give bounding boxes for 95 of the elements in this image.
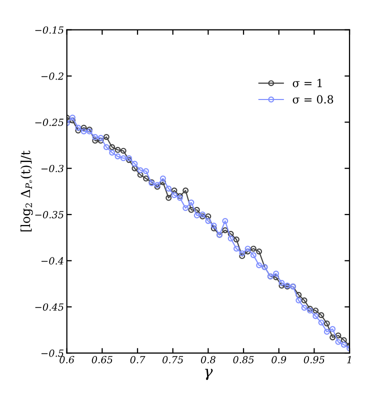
- point: [233, 246, 240, 252]
- point: [188, 206, 194, 213]
- point: [239, 253, 246, 260]
- point: [205, 218, 212, 224]
- point: [160, 176, 166, 182]
- point: [114, 153, 121, 160]
- x-tick-label: 0.8: [200, 356, 216, 364]
- point: [296, 297, 302, 304]
- point: [120, 155, 126, 162]
- point: [103, 134, 110, 140]
- point: [296, 292, 302, 298]
- point: [92, 138, 98, 144]
- point: [166, 186, 172, 192]
- point: [256, 248, 262, 254]
- x-tick-label: 0.9: [272, 356, 286, 364]
- point: [137, 172, 144, 178]
- x-tick-label: 0.6: [60, 356, 74, 364]
- legend-label: σ = 1: [292, 78, 322, 88]
- point: [132, 160, 138, 167]
- point: [318, 320, 324, 326]
- x-tick-label: 0.95: [304, 356, 324, 364]
- y-tick-label: −0.35: [35, 211, 64, 218]
- point: [278, 280, 285, 286]
- point: [312, 308, 319, 314]
- x-tick-label: 1: [347, 356, 351, 364]
- x-tick-label: 0.85: [233, 356, 254, 364]
- point: [222, 227, 228, 234]
- point: [340, 337, 347, 344]
- point: [109, 150, 116, 156]
- point: [182, 188, 189, 194]
- y-tick-label: −0.4: [41, 257, 64, 265]
- point: [98, 134, 104, 141]
- point: [244, 248, 251, 254]
- point: [166, 194, 172, 201]
- point: [109, 144, 116, 150]
- point: [330, 326, 336, 332]
- point: [312, 313, 319, 320]
- point: [210, 222, 217, 229]
- y-tick-label: −0.3: [41, 164, 64, 172]
- point: [273, 270, 280, 277]
- legend-label: σ = 0.8: [292, 95, 334, 104]
- y-tick-label: −0.5: [41, 350, 64, 357]
- point: [233, 236, 240, 242]
- point: [75, 124, 82, 131]
- point: [205, 213, 212, 220]
- point: [143, 168, 149, 174]
- point: [324, 328, 330, 335]
- point: [80, 124, 87, 131]
- point: [171, 188, 178, 194]
- point: [301, 297, 308, 304]
- point: [120, 148, 126, 154]
- point: [250, 246, 256, 252]
- point: [256, 262, 262, 268]
- point: [160, 179, 166, 186]
- point: [70, 114, 76, 121]
- y-axis-title: [log$_{2}$ Δ$_{Pₑ}$(t)]/t: [20, 150, 33, 232]
- x-axis-title: γ: [205, 368, 213, 380]
- point: [324, 320, 330, 326]
- point: [222, 218, 228, 224]
- point: [103, 144, 110, 150]
- point: [318, 312, 324, 318]
- point: [228, 236, 234, 242]
- point: [330, 334, 336, 340]
- point: [98, 138, 104, 144]
- point: [188, 200, 194, 206]
- point: [143, 176, 149, 182]
- point: [278, 282, 285, 289]
- point: [239, 250, 246, 256]
- point: [228, 230, 234, 237]
- point: [132, 165, 138, 172]
- x-tick-label: 0.65: [92, 356, 112, 364]
- point: [335, 332, 342, 338]
- point: [335, 338, 342, 345]
- point: [210, 225, 217, 232]
- x-tick-label: 0.7: [130, 356, 146, 364]
- point: [244, 246, 251, 252]
- x-tick-label: 0.75: [162, 356, 184, 364]
- point: [301, 304, 308, 311]
- y-tick-label: −0.2: [41, 72, 64, 80]
- point: [80, 128, 87, 134]
- point: [114, 146, 121, 153]
- point: [75, 128, 82, 134]
- point: [194, 206, 200, 213]
- y-tick-label: −0.15: [35, 26, 64, 34]
- point: [182, 205, 189, 212]
- point: [340, 342, 347, 348]
- point: [171, 192, 178, 198]
- y-tick-label: −0.45: [35, 303, 64, 311]
- point: [250, 252, 256, 258]
- y-tick-label: −0.25: [35, 118, 64, 126]
- point: [194, 212, 200, 218]
- point: [273, 274, 280, 280]
- point: [70, 117, 76, 124]
- point: [137, 167, 144, 174]
- point: [92, 134, 98, 140]
